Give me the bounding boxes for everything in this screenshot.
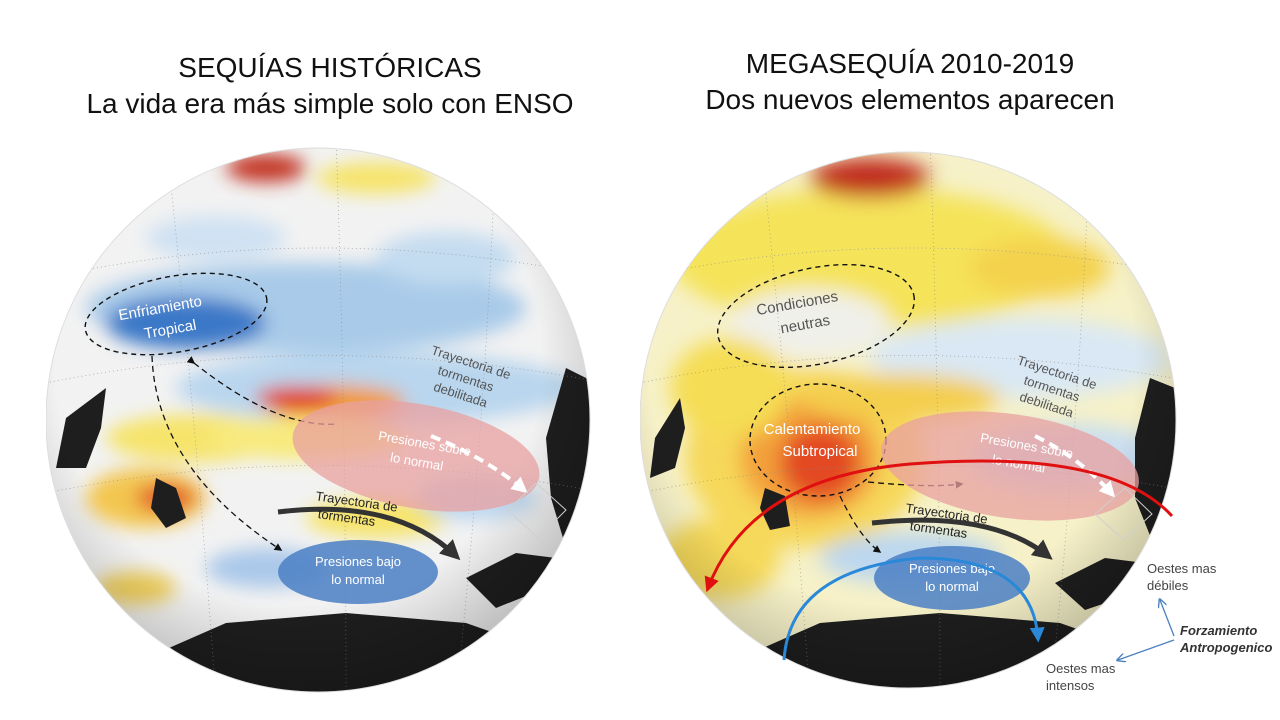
left-globe-map: Enfriamiento Tropical Presiones sobre lo… xyxy=(46,147,591,693)
stronger-westerlies-arrow xyxy=(782,556,1045,661)
cooling-outline xyxy=(84,272,268,356)
low-pressure-label-1: Presiones bajo xyxy=(315,554,401,569)
storm-track-arrow xyxy=(277,506,461,561)
right-title-line1: MEGASEQUÍA 2010-2019 xyxy=(745,48,1075,79)
right-title: MEGASEQUÍA 2010-2019 Dos nuevos elemento… xyxy=(640,46,1180,118)
low-pressure-label-2: lo normal xyxy=(925,579,979,594)
forcing-to-stronger-arrow xyxy=(1118,639,1175,660)
right-globe-map: Condiciones neutras Calentamiento Subtro… xyxy=(640,151,1177,689)
teleconnection-arrow-2 xyxy=(151,355,283,551)
low-pressure-blob xyxy=(874,546,1030,610)
chile-box xyxy=(1094,487,1153,541)
forcing-to-weaker-arrow xyxy=(1160,600,1175,637)
warming-label-2: Subtropical xyxy=(782,443,857,460)
weak-storm-track-arrow xyxy=(1034,434,1116,498)
left-title: SEQUÍAS HISTÓRICAS La vida era más simpl… xyxy=(40,50,620,122)
warming-arrow-2 xyxy=(839,495,882,553)
left-title-line2: La vida era más simple solo con ENSO xyxy=(86,88,574,119)
weak-storm-track-arrow xyxy=(430,434,528,494)
neutral-outline xyxy=(716,263,916,369)
storm-track-arrow xyxy=(871,517,1053,560)
weaker-westerlies-arrow xyxy=(704,459,1174,593)
low-pressure-label-2: lo normal xyxy=(331,572,385,587)
chile-box xyxy=(507,482,567,539)
low-pressure-blob xyxy=(278,540,438,604)
right-title-line2: Dos nuevos elementos aparecen xyxy=(705,84,1115,115)
high-pressure-blob xyxy=(292,400,540,512)
left-title-line1: SEQUÍAS HISTÓRICAS xyxy=(178,52,482,83)
warming-label-1: Calentamiento xyxy=(764,421,861,438)
high-pressure-blob xyxy=(881,411,1139,521)
